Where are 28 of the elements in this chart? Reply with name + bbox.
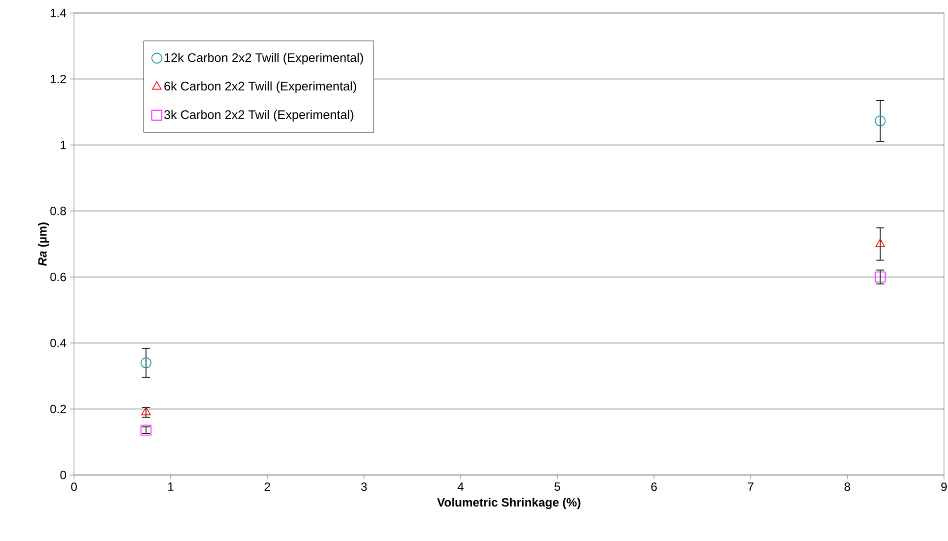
y-axis-title: Ra (µm)	[38, 222, 50, 266]
x-tick-label: 1	[168, 482, 174, 491]
point	[141, 406, 151, 416]
x-tick-label: 6	[651, 482, 657, 491]
x-tick-label: 4	[458, 482, 464, 491]
y-tick-label: 1	[60, 140, 66, 150]
x-tick-label: 8	[844, 482, 850, 491]
point	[874, 272, 886, 282]
point	[875, 238, 885, 247]
x-tick-label: 0	[71, 482, 77, 491]
point	[874, 116, 886, 126]
legend-label: 12k Carbon 2x2 Twill (Experimental)	[164, 52, 364, 65]
point	[140, 357, 152, 368]
x-tick-label: 9	[941, 482, 947, 491]
x-axis-title: Volumetric Shrinkage (%)	[437, 498, 580, 510]
y-tick-label: 0.8	[50, 206, 66, 216]
y-tick-label: 1.2	[50, 74, 66, 84]
y-tick-label: 1.4	[50, 8, 66, 18]
y-tick-label: 0.6	[50, 272, 66, 282]
x-tick-label: 3	[361, 482, 367, 491]
y-tick-label: 0.2	[50, 404, 66, 414]
y-tick-label: 0.4	[50, 338, 66, 348]
x-tick-label: 5	[554, 482, 560, 491]
legend-label: 3k Carbon 2x2 Twil (Experimental)	[164, 110, 354, 122]
x-tick-label: 2	[264, 482, 270, 491]
legend-label: 6k Carbon 2x2 Twill (Experimental)	[164, 81, 356, 94]
y-tick-label: 0	[60, 470, 66, 480]
x-tick-label: 7	[748, 482, 754, 491]
